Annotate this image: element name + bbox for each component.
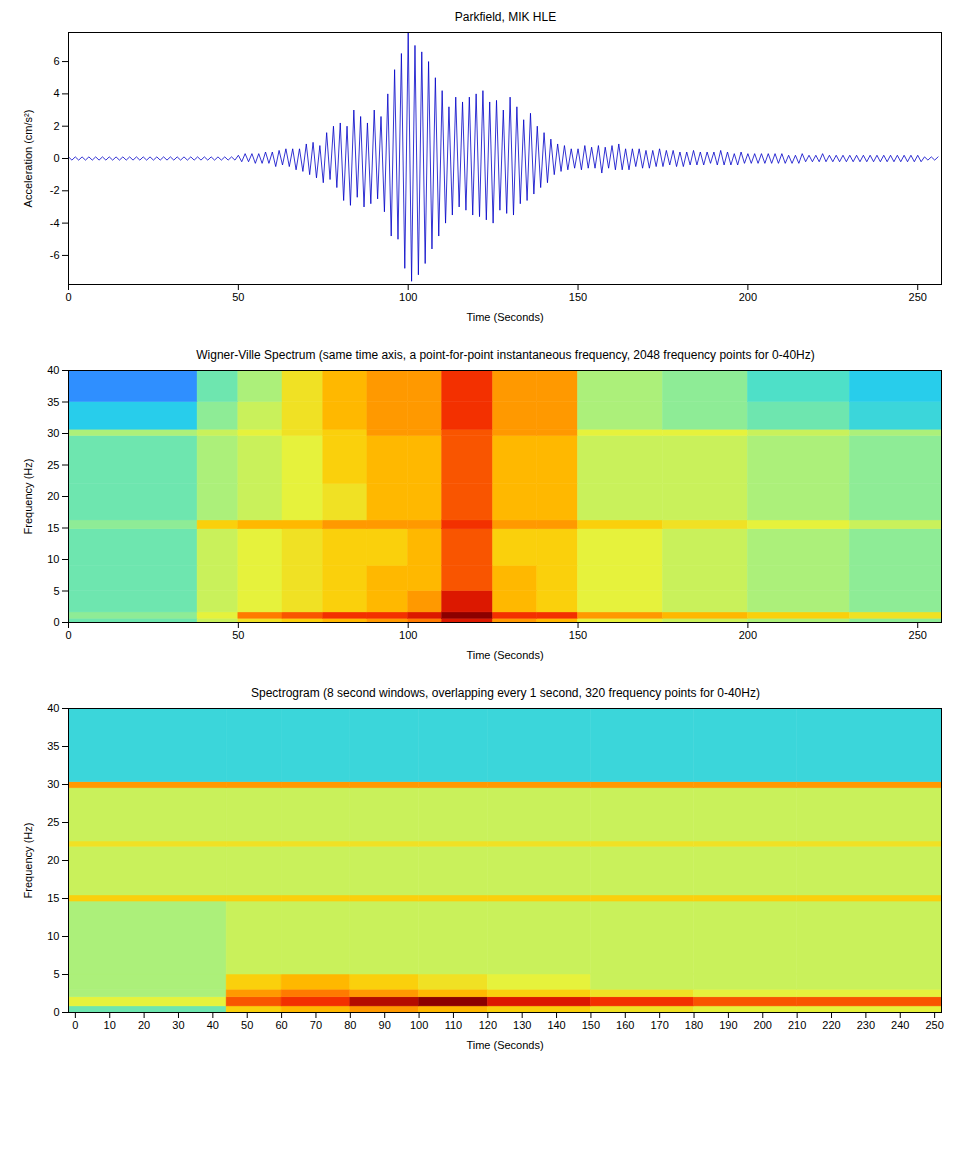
svg-text:110: 110 — [445, 1019, 463, 1031]
svg-text:15: 15 — [47, 892, 59, 904]
svg-text:35: 35 — [47, 396, 59, 408]
svg-text:0: 0 — [53, 1006, 59, 1018]
svg-text:250: 250 — [909, 629, 927, 641]
svg-text:240: 240 — [891, 1019, 909, 1031]
html-text:Wigner-Ville Spectrum (same ti: Wigner-Ville Spectrum (same time axis, a… — [196, 348, 815, 362]
svg-text:220: 220 — [822, 1019, 840, 1031]
svg-text:150: 150 — [569, 629, 587, 641]
svg-text:20: 20 — [138, 1019, 150, 1031]
svg-text:10: 10 — [47, 930, 59, 942]
svg-text:200: 200 — [739, 629, 757, 641]
svg-text:50: 50 — [232, 629, 244, 641]
svg-text:10: 10 — [47, 553, 59, 565]
svg-text:150: 150 — [582, 1019, 600, 1031]
svg-text:5: 5 — [53, 968, 59, 980]
svg-text:Frequency (Hz): Frequency (Hz) — [22, 823, 34, 899]
svg-text:70: 70 — [310, 1019, 322, 1031]
svg-text:130: 130 — [513, 1019, 531, 1031]
svg-text:-2: -2 — [50, 184, 60, 196]
svg-text:Acceleration (cm/s²): Acceleration (cm/s²) — [22, 110, 34, 208]
svg-text:100: 100 — [410, 1019, 428, 1031]
svg-text:120: 120 — [479, 1019, 497, 1031]
svg-text:Time (Seconds): Time (Seconds) — [466, 649, 543, 661]
svg-text:6: 6 — [53, 55, 59, 67]
svg-text:80: 80 — [344, 1019, 356, 1031]
html-text:Spectrogram (8 second windows,: Spectrogram (8 second windows, overlappi… — [251, 686, 760, 700]
svg-text:210: 210 — [788, 1019, 806, 1031]
svg-text:50: 50 — [232, 291, 244, 303]
svg-text:170: 170 — [650, 1019, 668, 1031]
svg-text:160: 160 — [616, 1019, 634, 1031]
svg-text:20: 20 — [47, 490, 59, 502]
svg-text:0: 0 — [65, 291, 71, 303]
svg-text:250: 250 — [925, 1019, 943, 1031]
svg-text:180: 180 — [685, 1019, 703, 1031]
svg-text:35: 35 — [47, 740, 59, 752]
svg-text:0: 0 — [53, 152, 59, 164]
svg-text:25: 25 — [47, 459, 59, 471]
svg-text:4: 4 — [53, 87, 59, 99]
svg-text:30: 30 — [47, 427, 59, 439]
svg-text:100: 100 — [399, 291, 417, 303]
svg-text:90: 90 — [379, 1019, 391, 1031]
svg-text:25: 25 — [47, 816, 59, 828]
svg-text:-4: -4 — [50, 217, 60, 229]
svg-text:200: 200 — [739, 291, 757, 303]
svg-text:150: 150 — [569, 291, 587, 303]
svg-text:-6: -6 — [50, 249, 60, 261]
svg-text:230: 230 — [857, 1019, 875, 1031]
svg-text:0: 0 — [53, 616, 59, 628]
svg-text:20: 20 — [47, 854, 59, 866]
svg-text:0: 0 — [72, 1019, 78, 1031]
svg-text:140: 140 — [547, 1019, 565, 1031]
svg-text:30: 30 — [47, 778, 59, 790]
svg-text:100: 100 — [399, 629, 417, 641]
svg-text:250: 250 — [909, 291, 927, 303]
svg-text:Frequency (Hz): Frequency (Hz) — [22, 459, 34, 535]
svg-text:200: 200 — [754, 1019, 772, 1031]
svg-text:Time (Seconds): Time (Seconds) — [466, 1039, 543, 1051]
svg-text:Time (Seconds): Time (Seconds) — [466, 311, 543, 323]
svg-text:15: 15 — [47, 522, 59, 534]
svg-text:40: 40 — [207, 1019, 219, 1031]
svg-text:0: 0 — [65, 629, 71, 641]
svg-text:190: 190 — [719, 1019, 737, 1031]
svg-text:50: 50 — [241, 1019, 253, 1031]
svg-text:5: 5 — [53, 585, 59, 597]
svg-text:10: 10 — [104, 1019, 116, 1031]
svg-text:30: 30 — [172, 1019, 184, 1031]
svg-text:2: 2 — [53, 120, 59, 132]
svg-text:60: 60 — [275, 1019, 287, 1031]
svg-text:40: 40 — [47, 364, 59, 376]
svg-text:40: 40 — [47, 702, 59, 714]
html-text:Parkfield, MIK HLE: Parkfield, MIK HLE — [454, 10, 557, 24]
